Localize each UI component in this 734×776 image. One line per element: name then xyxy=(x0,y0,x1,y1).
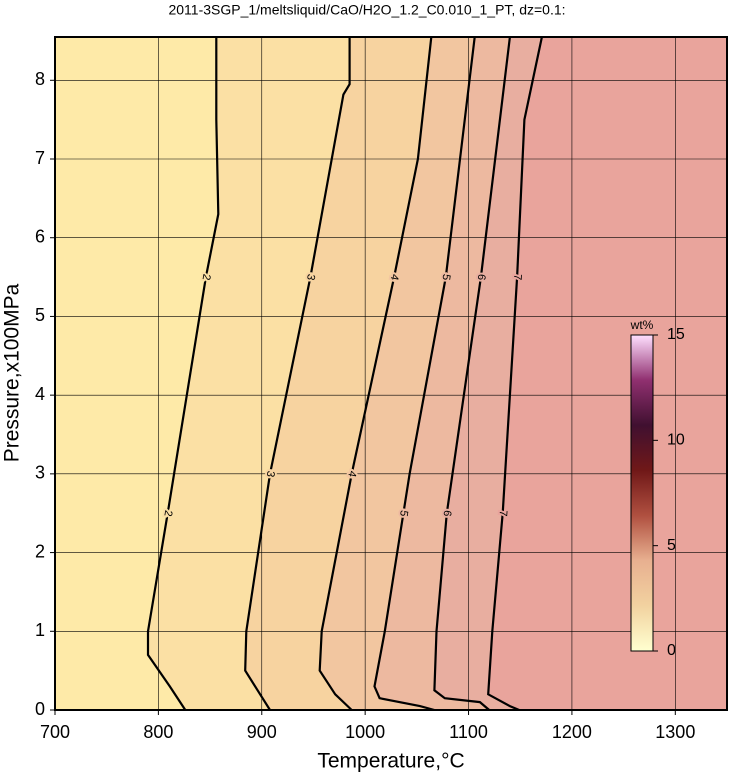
chart-title: 2011-3SGP_1/meltsliquid/CaO/H2O_1.2_C0.0… xyxy=(168,2,565,18)
x-tick-label: 1000 xyxy=(345,722,385,742)
x-tick-label: 800 xyxy=(143,722,173,742)
contour-line xyxy=(433,36,511,711)
contour-label: 7 xyxy=(511,274,523,281)
contour-label: 6 xyxy=(475,273,488,281)
y-tick-label: 6 xyxy=(35,226,45,246)
y-tick-label: 7 xyxy=(35,148,45,168)
x-tick-label: 1100 xyxy=(449,722,488,742)
colorbar-tick-label: 0 xyxy=(667,642,676,659)
y-tick-label: 8 xyxy=(35,69,45,89)
contour-label: 5 xyxy=(397,509,410,517)
x-tick-label: 1200 xyxy=(552,722,592,742)
x-tick-label: 900 xyxy=(247,722,277,742)
colorbar-tick-label: 10 xyxy=(667,432,685,449)
y-tick-label: 0 xyxy=(35,699,45,719)
colorbar-tick-label: 15 xyxy=(667,326,685,343)
contour-line xyxy=(146,37,220,711)
y-tick-label: 3 xyxy=(35,463,45,483)
contour-label: 2 xyxy=(161,509,174,517)
y-tick-label: 2 xyxy=(35,541,45,561)
contour-line xyxy=(487,36,543,712)
contour-line xyxy=(244,37,351,711)
x-tick-label: 700 xyxy=(40,722,70,742)
contour-line xyxy=(373,36,476,712)
colorbar-tick-label: 5 xyxy=(667,537,676,554)
y-tick-label: 5 xyxy=(35,305,45,325)
contour-line xyxy=(318,36,433,711)
plot-frame xyxy=(54,36,728,711)
x-axis-label: Temperature,°C xyxy=(317,750,464,773)
contour-label: 6 xyxy=(441,509,454,516)
colorbar-label: wt% xyxy=(630,318,654,332)
y-tick-label: 4 xyxy=(35,384,45,404)
y-tick-label: 1 xyxy=(35,620,45,640)
x-tick-label: 1300 xyxy=(655,722,695,742)
colorbar xyxy=(630,334,654,652)
y-axis-label: Pressure,x100MPa xyxy=(1,283,24,462)
contour-label: 7 xyxy=(497,510,509,517)
contour-label: 5 xyxy=(439,273,452,281)
